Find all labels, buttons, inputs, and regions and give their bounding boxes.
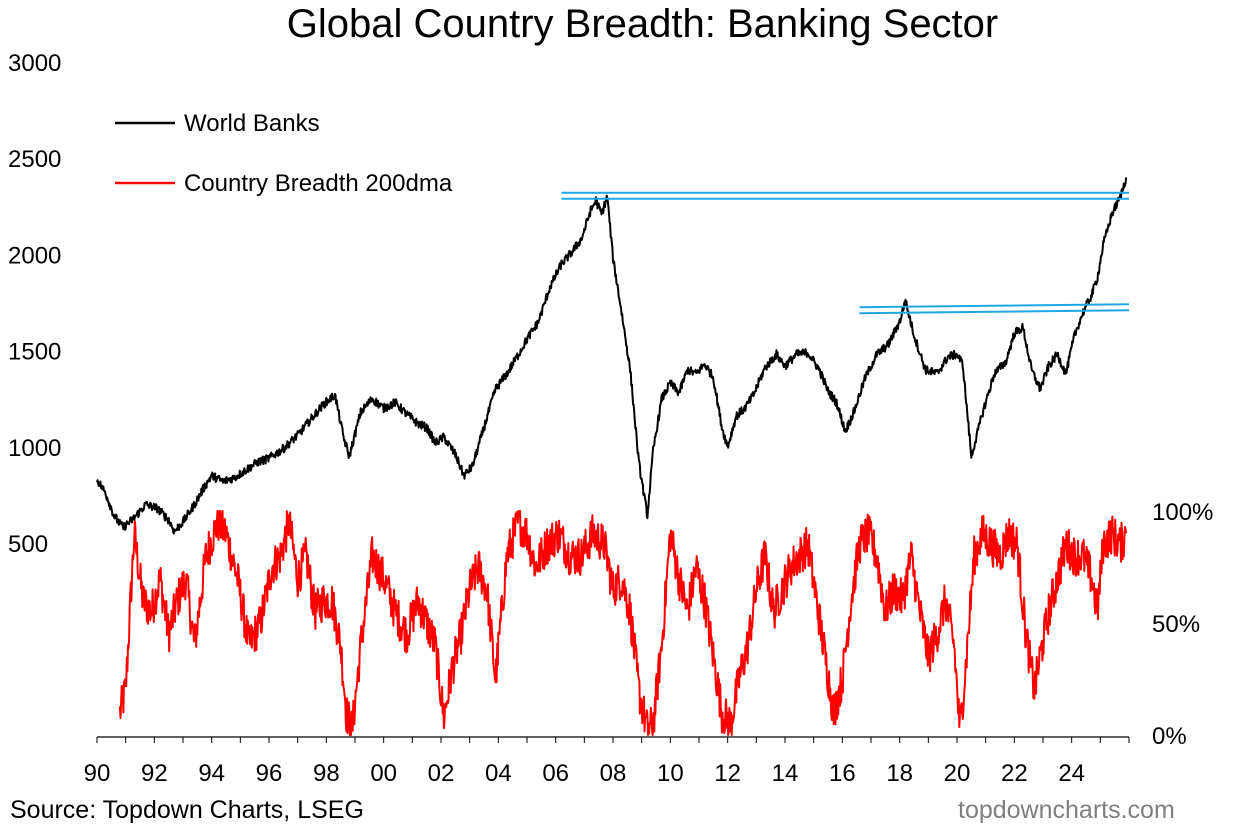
left-tick-label: 3000 <box>8 50 61 77</box>
x-tick-label: 04 <box>485 760 512 787</box>
left-axis: 3000 2500 2000 1500 1000 500 <box>8 50 61 558</box>
x-tick-label: 98 <box>313 760 340 787</box>
x-tick-label: 08 <box>600 760 627 787</box>
left-tick-label: 1000 <box>8 435 61 462</box>
right-tick-label: 100% <box>1152 499 1213 526</box>
x-tick-label: 96 <box>256 760 283 787</box>
x-tick-label: 20 <box>944 760 971 787</box>
series-line-world-banks <box>96 177 1128 535</box>
x-tick-label: 24 <box>1058 760 1085 787</box>
legend-label-world-banks: World Banks <box>184 110 320 137</box>
x-tick-label: 10 <box>657 760 684 787</box>
legend-label-breadth: Country Breadth 200dma <box>184 170 453 197</box>
x-tick-label: 94 <box>198 760 225 787</box>
chart-title: Global Country Breadth: Banking Sector <box>286 2 999 46</box>
right-axis: 100% 50% 0% <box>1152 499 1213 750</box>
x-tick-label: 92 <box>141 760 168 787</box>
x-tick-label: 90 <box>84 760 111 787</box>
annotation-layer <box>561 191 1130 315</box>
watermark: topdowncharts.com <box>958 796 1175 824</box>
left-tick-label: 2500 <box>8 146 61 173</box>
right-tick-label: 0% <box>1152 723 1187 750</box>
x-tick-label: 14 <box>772 760 799 787</box>
right-tick-label: 50% <box>1152 611 1200 638</box>
left-tick-label: 1500 <box>8 339 61 366</box>
source-note: Source: Topdown Charts, LSEG <box>10 796 364 824</box>
x-tick-label: 00 <box>370 760 397 787</box>
x-axis: 90 92 94 96 98 00 02 04 06 08 10 12 14 16 18 20 22 24 <box>84 736 1130 787</box>
left-tick-label: 500 <box>8 531 48 558</box>
resistance-line <box>859 303 1130 309</box>
resistance-line <box>859 309 1130 315</box>
x-tick-label: 18 <box>886 760 913 787</box>
x-tick-label: 12 <box>714 760 741 787</box>
x-tick-label: 02 <box>428 760 455 787</box>
x-tick-label: 06 <box>542 760 569 787</box>
x-tick-label: 16 <box>829 760 856 787</box>
left-tick-label: 2000 <box>8 242 61 269</box>
x-tick-label: 22 <box>1001 760 1028 787</box>
series-line-country-breadth <box>118 510 1128 736</box>
series-layer <box>96 177 1128 736</box>
legend: World Banks Country Breadth 200dma <box>115 110 453 197</box>
